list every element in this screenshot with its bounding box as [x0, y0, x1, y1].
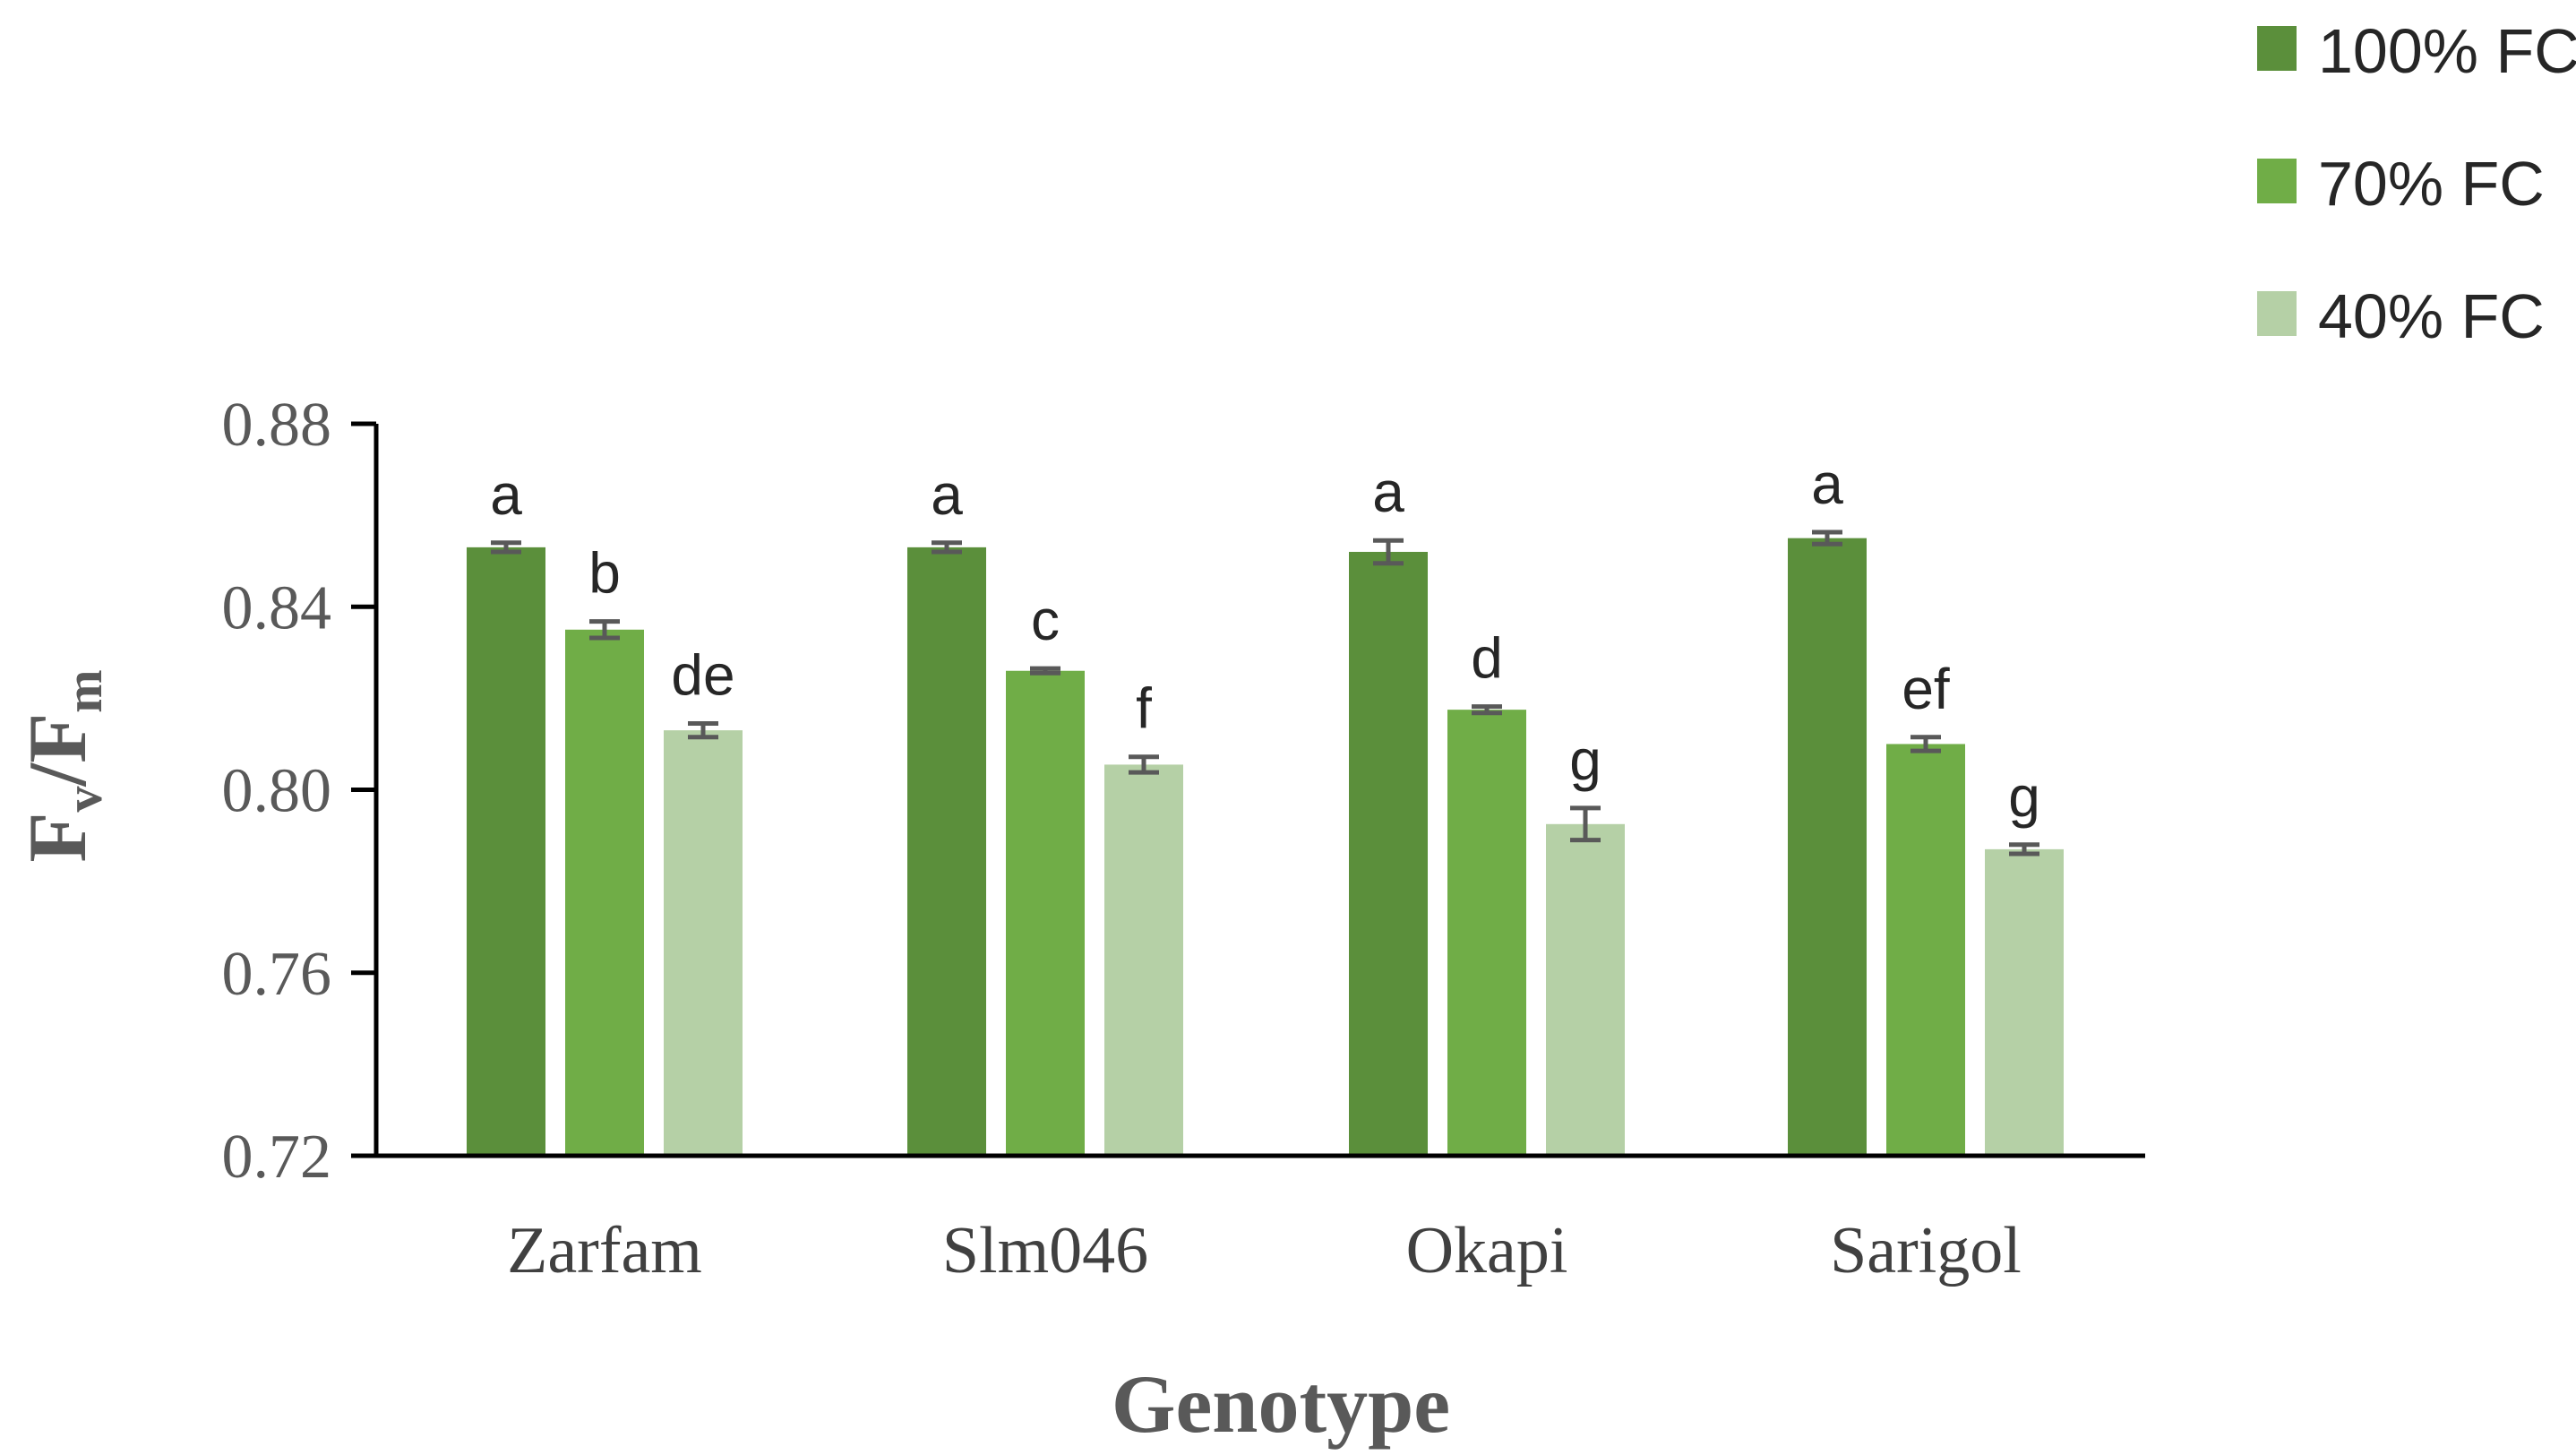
significance-letter: ef [1902, 657, 1950, 721]
significance-letter: c [1031, 588, 1060, 652]
significance-letter: a [931, 462, 963, 527]
bar [1886, 744, 1965, 1156]
bar [565, 629, 644, 1156]
significance-letter: a [490, 462, 522, 527]
bar [1985, 848, 2064, 1156]
legend-label: 40% FC [2318, 281, 2545, 351]
bar [1104, 764, 1183, 1156]
legend: 100% FC 70% FC 40% FC [2257, 16, 2576, 351]
y-tick-label: 0.84 [222, 573, 332, 642]
category-label: Slm046 [942, 1214, 1148, 1287]
significance-letter: b [588, 541, 621, 606]
error-bars [491, 529, 2039, 857]
bars [467, 538, 2064, 1156]
bar [1546, 823, 1625, 1156]
x-axis-label: Genotype [1112, 1358, 1450, 1450]
y-axis-label: Fv/Fm [12, 669, 113, 862]
y-tick-label: 0.76 [222, 940, 332, 1009]
y-tick-label: 0.80 [222, 757, 332, 826]
category-label: Sarigol [1830, 1214, 2022, 1287]
category-labels: Zarfam Slm046 Okapi Sarigol [507, 1214, 2022, 1287]
bar [1006, 670, 1085, 1156]
bar [1447, 710, 1526, 1156]
legend-swatch [2257, 26, 2297, 71]
y-tick-label: 0.72 [222, 1123, 332, 1192]
significance-letter: f [1136, 676, 1152, 741]
legend-label: 100% FC [2318, 16, 2576, 86]
bar [664, 730, 743, 1156]
legend-swatch [2257, 291, 2297, 336]
significance-letter: g [1569, 728, 1601, 792]
significance-letter: g [2008, 764, 2040, 829]
y-tick-label: 0.88 [222, 391, 332, 460]
significance-letter: de [671, 642, 734, 707]
significance-letter: d [1471, 626, 1503, 691]
significance-letter: a [1372, 460, 1404, 524]
bar [1788, 538, 1867, 1156]
category-label: Zarfam [507, 1214, 702, 1287]
bar [1349, 551, 1428, 1156]
legend-label: 70% FC [2318, 149, 2545, 219]
bar [467, 547, 545, 1156]
bar [907, 547, 986, 1156]
category-label: Okapi [1406, 1214, 1568, 1287]
y-axis-ticks: 0.72 0.76 0.80 0.84 0.88 [222, 391, 376, 1192]
legend-swatch [2257, 159, 2297, 203]
significance-letter: a [1811, 452, 1843, 516]
